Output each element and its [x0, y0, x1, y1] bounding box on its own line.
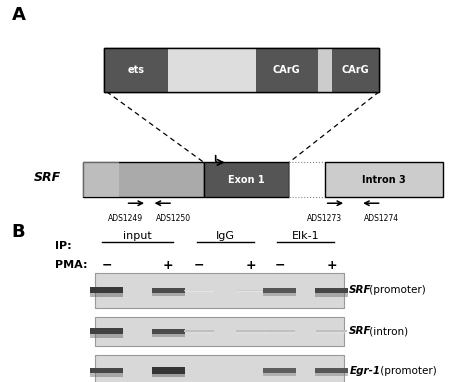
- Bar: [236, 330, 266, 332]
- Bar: [315, 293, 348, 296]
- Text: ADS1274: ADS1274: [364, 214, 399, 223]
- Bar: [152, 293, 185, 296]
- Text: input: input: [123, 231, 152, 241]
- Text: SRF: SRF: [349, 326, 372, 337]
- Text: IP:: IP:: [55, 241, 71, 251]
- Bar: [204, 162, 289, 197]
- Text: B: B: [12, 223, 26, 241]
- Bar: [325, 162, 443, 197]
- Bar: [236, 332, 266, 333]
- Bar: [83, 162, 204, 197]
- Text: Elk-1: Elk-1: [292, 231, 319, 241]
- Bar: [183, 291, 214, 292]
- Text: (promoter): (promoter): [376, 366, 437, 376]
- Bar: [90, 329, 123, 334]
- Text: (promoter): (promoter): [366, 285, 426, 295]
- Bar: [90, 293, 123, 297]
- Bar: [264, 330, 295, 332]
- Text: CArG: CArG: [342, 65, 369, 75]
- Bar: [316, 330, 347, 332]
- Bar: [168, 48, 256, 92]
- Bar: [318, 48, 332, 92]
- Bar: [90, 334, 123, 338]
- Text: (intron): (intron): [366, 326, 408, 337]
- Text: ADS1273: ADS1273: [307, 214, 342, 223]
- Bar: [236, 290, 266, 291]
- Text: +: +: [163, 259, 173, 272]
- Text: +: +: [327, 259, 337, 272]
- Text: Egr-1: Egr-1: [349, 366, 381, 376]
- Bar: [152, 329, 185, 334]
- Text: −: −: [274, 259, 285, 272]
- Bar: [256, 48, 318, 92]
- Bar: [95, 355, 344, 382]
- Text: +: +: [246, 259, 256, 272]
- Text: Intron 3: Intron 3: [362, 175, 406, 185]
- Bar: [152, 367, 185, 374]
- Bar: [236, 291, 266, 292]
- Text: CArG: CArG: [273, 65, 301, 75]
- Text: ADS1249: ADS1249: [108, 214, 143, 223]
- Bar: [263, 293, 296, 296]
- Text: PMA:: PMA:: [55, 261, 87, 270]
- Bar: [104, 48, 168, 92]
- Text: −: −: [194, 259, 204, 272]
- Text: SRF: SRF: [34, 171, 61, 184]
- Bar: [264, 332, 295, 333]
- Bar: [263, 368, 296, 373]
- Text: SRF: SRF: [349, 285, 372, 295]
- Bar: [183, 330, 214, 332]
- Bar: [289, 162, 325, 197]
- Text: −: −: [101, 259, 112, 272]
- Text: Exon 1: Exon 1: [228, 175, 265, 185]
- Bar: [315, 288, 348, 293]
- Bar: [90, 368, 123, 373]
- Bar: [263, 373, 296, 376]
- Bar: [95, 317, 344, 346]
- Text: IgG: IgG: [216, 231, 235, 241]
- Bar: [104, 48, 379, 92]
- Text: ets: ets: [128, 65, 145, 75]
- Bar: [332, 48, 379, 92]
- Bar: [316, 332, 347, 333]
- Text: A: A: [12, 6, 26, 24]
- Bar: [263, 288, 296, 293]
- Bar: [183, 290, 214, 291]
- Bar: [152, 288, 185, 293]
- Bar: [152, 334, 185, 337]
- Bar: [90, 373, 123, 377]
- Bar: [183, 332, 214, 333]
- Bar: [95, 273, 344, 308]
- Bar: [152, 374, 185, 377]
- Bar: [83, 162, 119, 197]
- Text: ADS1250: ADS1250: [155, 214, 191, 223]
- Bar: [90, 287, 123, 293]
- Bar: [315, 373, 348, 376]
- Bar: [315, 368, 348, 373]
- Bar: [104, 48, 379, 92]
